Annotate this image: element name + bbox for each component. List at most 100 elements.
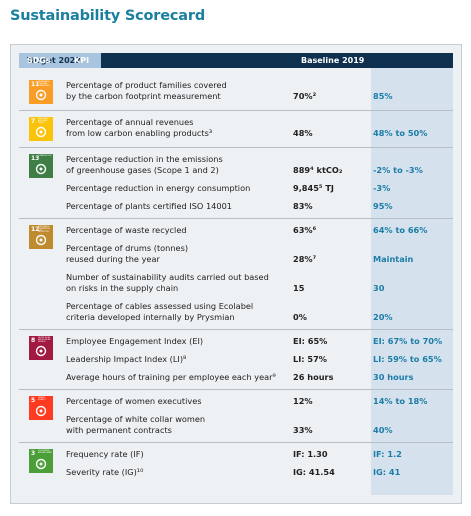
scorecard-table: SDGs KPI Baseline 2019 Target 2022 11 SUS… <box>10 44 462 504</box>
sdg-name: DECENT WORK AND ECONOMIC GROWTH <box>38 338 51 343</box>
kpi-row: Percentage of waste recycled 63%⁶ 64% to 6… <box>66 225 453 236</box>
kpi-label: Percentage reduction in the emissions of… <box>66 154 223 175</box>
header-target: Target 2022 <box>27 56 81 65</box>
baseline-value: 0% <box>293 312 307 322</box>
sdg-name: GOOD HEALTH AND WELL-BEING <box>38 451 52 454</box>
header-baseline: Baseline 2019 <box>301 56 365 65</box>
baseline-value: EI: 65% <box>293 336 328 346</box>
sdg-number: 5 <box>31 397 36 404</box>
sdg-name: SUSTAINABLE CITIES AND COMMUNITIES <box>38 82 50 87</box>
target-value: 40% <box>373 425 393 435</box>
sdg-number: 13 <box>31 155 40 162</box>
kpi-label: Percentage of drums (tonnes) reused duri… <box>66 243 189 264</box>
kpi-rows: Percentage reduction in the emissions of… <box>66 154 453 212</box>
kpi-label: Employee Engagement Index (EI) <box>66 336 204 346</box>
sdg-icon: 5 GENDER EQUALITY <box>29 396 53 420</box>
sdg-number: 7 <box>31 118 36 125</box>
kpi-row: Percentage of plants certified ISO 14001… <box>66 201 453 212</box>
baseline-value: 28%⁷ <box>293 254 317 264</box>
kpi-label: Percentage of white collar women with pe… <box>66 414 206 435</box>
baseline-value: LI: 57% <box>293 354 327 364</box>
sdg-icon: 8 DECENT WORK AND ECONOMIC GROWTH <box>29 336 53 360</box>
kpi-row: Percentage reduction in energy consumpti… <box>66 183 453 194</box>
kpi-label: Frequency rate (IF) <box>66 449 144 459</box>
kpi-row: Average hours of training per employee e… <box>66 372 453 383</box>
kpi-row: Employee Engagement Index (EI) EI: 65% EI:… <box>66 336 453 347</box>
kpi-row: Percentage of cables assessed using Ecol… <box>66 301 453 323</box>
target-value: -3% <box>373 183 391 193</box>
kpi-label: Percentage of cables assessed using Ecol… <box>66 301 254 322</box>
baseline-value: 83% <box>293 201 313 211</box>
target-value: IG: 41 <box>373 467 401 477</box>
target-value: 30 <box>373 283 385 293</box>
kpi-label: Percentage of women executives <box>66 396 202 406</box>
kpi-row: Percentage of product families covered b… <box>66 80 453 102</box>
target-value: 48% to 50% <box>373 128 428 138</box>
kpi-label: Percentage of product families covered b… <box>66 80 227 101</box>
sdg-name: GENDER EQUALITY <box>38 398 46 401</box>
sdg-group: 8 DECENT WORK AND ECONOMIC GROWTH Employee… <box>19 329 453 389</box>
sdg-glyph <box>35 126 47 138</box>
kpi-row: Percentage of annual revenues from low c… <box>66 117 453 139</box>
kpi-rows: Percentage of women executives 12% 14% to … <box>66 396 453 436</box>
target-value: 95% <box>373 201 393 211</box>
sdg-group: 11 SUSTAINABLE CITIES AND COMMUNITIES Perc… <box>19 74 453 110</box>
baseline-value: IG: 41.54 <box>293 467 335 477</box>
sdg-icon: 11 SUSTAINABLE CITIES AND COMMUNITIES <box>29 80 53 104</box>
sdg-group: 3 GOOD HEALTH AND WELL-BEING Frequency rat… <box>19 442 453 484</box>
table-header: SDGs KPI Baseline 2019 Target 2022 <box>19 53 453 68</box>
sdg-name: CLIMATE ACTION <box>38 156 52 157</box>
baseline-value: 12% <box>293 396 313 406</box>
sdg-number: 12 <box>31 226 40 233</box>
kpi-rows: Employee Engagement Index (EI) EI: 65% EI:… <box>66 336 453 383</box>
kpi-label: Percentage reduction in energy consumpti… <box>66 183 251 193</box>
kpi-row: Percentage of white collar women with pe… <box>66 414 453 436</box>
sdg-glyph <box>35 89 47 101</box>
sdg-icon: 7 AFFORDABLE AND CLEAN ENERGY <box>29 117 53 141</box>
kpi-row: Frequency rate (IF) IF: 1.30 IF: 1.2 <box>66 449 453 460</box>
baseline-value: 48% <box>293 128 313 138</box>
kpi-label: Average hours of training per employee e… <box>66 372 276 382</box>
baseline-value: 889⁴ ktCO₂ <box>293 165 343 175</box>
kpi-row: Number of sustainability audits carried … <box>66 272 453 294</box>
target-value: 14% to 18% <box>373 396 428 406</box>
sdg-number: 3 <box>31 450 36 457</box>
baseline-value: 33% <box>293 425 313 435</box>
sdg-glyph <box>35 163 47 175</box>
target-value: -2% to -3% <box>373 165 423 175</box>
kpi-label: Leadership Impact Index (LI)⁸ <box>66 354 187 364</box>
kpi-label: Percentage of plants certified ISO 14001 <box>66 201 233 211</box>
target-value: EI: 67% to 70% <box>373 336 443 346</box>
sdg-number: 8 <box>31 337 36 344</box>
baseline-value: 26 hours <box>293 372 334 382</box>
target-value: 64% to 66% <box>373 225 428 235</box>
target-value: 85% <box>373 91 393 101</box>
kpi-label: Severity rate (IG)¹⁰ <box>66 467 144 477</box>
sdg-name: AFFORDABLE AND CLEAN ENERGY <box>38 119 49 124</box>
target-value: Maintain <box>373 254 414 264</box>
kpi-row: Percentage of drums (tonnes) reused duri… <box>66 243 453 265</box>
baseline-value: 9,845⁵ TJ <box>293 183 334 193</box>
kpi-rows: Frequency rate (IF) IF: 1.30 IF: 1.2 Severi… <box>66 449 453 478</box>
title: Sustainability Scorecard <box>10 8 206 24</box>
sdg-glyph <box>35 234 47 246</box>
kpi-row: Leadership Impact Index (LI)⁸ LI: 57% LI: … <box>66 354 453 365</box>
kpi-row: Percentage of women executives 12% 14% to … <box>66 396 453 407</box>
target-value: IF: 1.2 <box>373 449 402 459</box>
kpi-row: Percentage reduction in the emissions of… <box>66 154 453 176</box>
sdg-glyph <box>35 405 47 417</box>
sdg-group: 12 RESPONSIBLE CONSUMPTION AND PRODUCTION… <box>19 218 453 329</box>
sdg-group: 7 AFFORDABLE AND CLEAN ENERGY Percentage o… <box>19 110 453 147</box>
sdg-group: 5 GENDER EQUALITY Percentage of women exec… <box>19 389 453 442</box>
baseline-value: IF: 1.30 <box>293 449 328 459</box>
kpi-rows: Percentage of waste recycled 63%⁶ 64% to 6… <box>66 225 453 323</box>
kpi-label: Percentage of waste recycled <box>66 225 187 235</box>
sdg-icon: 12 RESPONSIBLE CONSUMPTION AND PRODUCTION <box>29 225 53 249</box>
target-column-bg <box>371 53 453 495</box>
sdg-number: 11 <box>31 81 40 88</box>
header-kpi: KPI <box>74 56 90 65</box>
sdg-icon: 13 CLIMATE ACTION <box>29 154 53 178</box>
baseline-value: 70%² <box>293 91 317 101</box>
target-value: 30 hours <box>373 372 414 382</box>
